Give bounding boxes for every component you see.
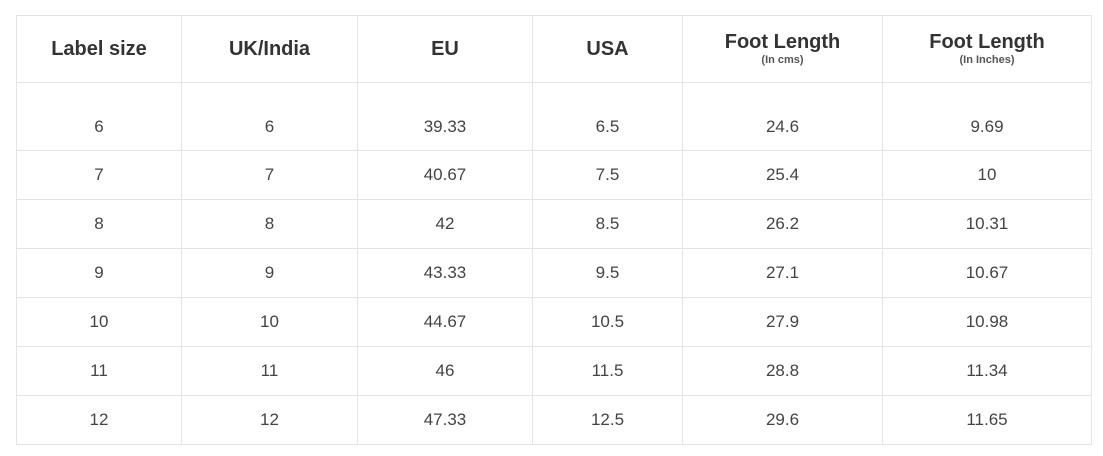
table-cell: 10.98: [882, 297, 1092, 347]
table-row: 8 8 42 8.5 26.2 10.31: [16, 199, 1092, 249]
table-cell: 9.5: [532, 248, 683, 298]
table-cell: 43.33: [357, 248, 533, 298]
header-usa: USA: [532, 15, 683, 83]
table-cell: 11: [16, 346, 182, 396]
table-cell: 10.67: [882, 248, 1092, 298]
table-cell: 6: [16, 82, 182, 151]
table-cell: 6: [181, 82, 358, 151]
table-cell: 8: [181, 199, 358, 249]
table-cell: 10: [16, 297, 182, 347]
table-cell: 28.8: [682, 346, 883, 396]
table-row: 11 11 46 11.5 28.8 11.34: [16, 346, 1092, 396]
table-cell: 11.34: [882, 346, 1092, 396]
header-foot-length-inch-unit: (In Inches): [959, 54, 1015, 66]
table-cell: 12.5: [532, 395, 683, 445]
table-cell: 7: [181, 150, 358, 200]
table-cell: 9.69: [882, 82, 1092, 151]
table-header-row: Label size UK/India EU USA Foot Length (…: [16, 15, 1092, 83]
table-cell: 11: [181, 346, 358, 396]
header-usa-title: USA: [586, 38, 629, 60]
table-cell: 24.6: [682, 82, 883, 151]
table-cell: 29.6: [682, 395, 883, 445]
header-eu-title: EU: [431, 38, 459, 60]
table-cell: 12: [16, 395, 182, 445]
table-row: 9 9 43.33 9.5 27.1 10.67: [16, 248, 1092, 298]
table-cell: 26.2: [682, 199, 883, 249]
header-foot-length-inch: Foot Length (In Inches): [882, 15, 1092, 83]
table-cell: 7.5: [532, 150, 683, 200]
table-row: 10 10 44.67 10.5 27.9 10.98: [16, 297, 1092, 347]
header-foot-length-cm-unit: (In cms): [761, 54, 804, 66]
table-cell: 25.4: [682, 150, 883, 200]
table-cell: 7: [16, 150, 182, 200]
table-cell: 9: [16, 248, 182, 298]
table-row: 6 6 39.33 6.5 24.6 9.69: [16, 82, 1092, 151]
table-cell: 11.65: [882, 395, 1092, 445]
header-eu: EU: [357, 15, 533, 83]
table-cell: 12: [181, 395, 358, 445]
header-foot-length-inch-title: Foot Length: [929, 31, 1045, 53]
table-cell: 27.1: [682, 248, 883, 298]
table-cell: 42: [357, 199, 533, 249]
table-row: 12 12 47.33 12.5 29.6 11.65: [16, 395, 1092, 445]
table-cell: 27.9: [682, 297, 883, 347]
table-cell: 8: [16, 199, 182, 249]
table-cell: 8.5: [532, 199, 683, 249]
header-foot-length-cm: Foot Length (In cms): [682, 15, 883, 83]
table-cell: 46: [357, 346, 533, 396]
header-foot-length-cm-title: Foot Length: [724, 31, 841, 53]
table-cell: 9: [181, 248, 358, 298]
table-cell: 10.5: [532, 297, 683, 347]
header-label-size: Label size: [16, 15, 182, 83]
table-row: 7 7 40.67 7.5 25.4 10: [16, 150, 1092, 200]
header-uk-india: UK/India: [181, 15, 358, 83]
table-cell: 39.33: [357, 82, 533, 151]
table-cell: 10: [181, 297, 358, 347]
header-uk-india-title: UK/India: [228, 38, 311, 60]
header-label-size-title: Label size: [51, 38, 147, 60]
table-cell: 11.5: [532, 346, 683, 396]
table-cell: 44.67: [357, 297, 533, 347]
table-cell: 6.5: [532, 82, 683, 151]
table-cell: 47.33: [357, 395, 533, 445]
size-chart-table: Label size UK/India EU USA Foot Length (…: [16, 15, 1092, 445]
table-cell: 40.67: [357, 150, 533, 200]
table-cell: 10: [882, 150, 1092, 200]
table-cell: 10.31: [882, 199, 1092, 249]
table-body: 6 6 39.33 6.5 24.6 9.69 7 7 40.67 7.5 25.4 10 8 8 42 8.…: [16, 82, 1092, 445]
